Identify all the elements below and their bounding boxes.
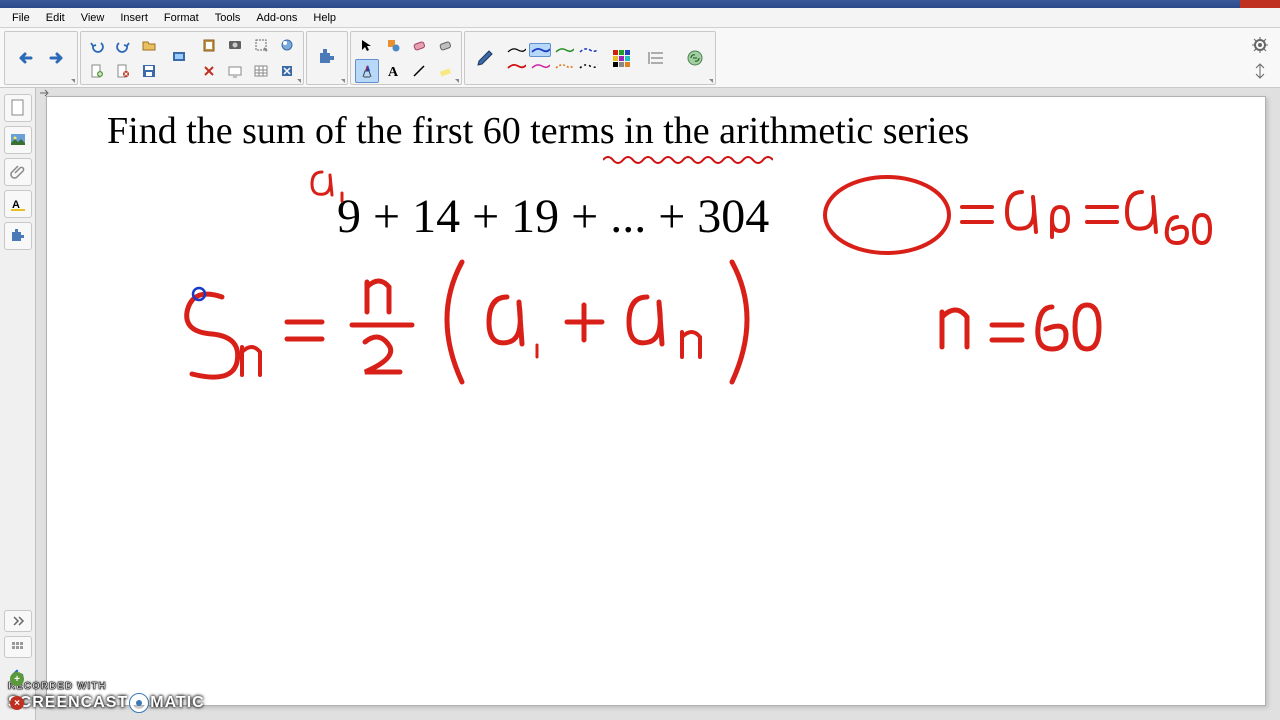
window-close-button[interactable] (1240, 0, 1280, 8)
redo-button[interactable] (111, 33, 135, 57)
text-tool[interactable]: A (381, 59, 405, 83)
open-button[interactable] (137, 33, 161, 57)
whiteboard-page[interactable]: Find the sum of the first 60 terms in th… (46, 96, 1266, 706)
stroke-eraser-tool[interactable] (433, 33, 457, 57)
pen-green[interactable] (553, 43, 575, 57)
problem-title: Find the sum of the first 60 terms in th… (107, 109, 969, 153)
attachment-icon[interactable] (4, 158, 32, 186)
menu-help[interactable]: Help (305, 10, 344, 26)
grid-icon[interactable] (4, 636, 32, 658)
screenshot-button[interactable] (223, 33, 247, 57)
tools-button[interactable] (275, 59, 299, 83)
svg-text:A: A (388, 65, 399, 79)
menu-view[interactable]: View (73, 10, 113, 26)
menu-edit[interactable]: Edit (38, 10, 73, 26)
workspace: A Find the sum of the first 60 terms in … (0, 88, 1280, 720)
edit-group (80, 31, 304, 85)
text-format-icon[interactable]: A (4, 190, 32, 218)
pen-magenta[interactable] (529, 59, 551, 73)
slide-button[interactable] (223, 59, 247, 83)
highlighter-tool[interactable] (433, 59, 457, 83)
menu-tools[interactable]: Tools (207, 10, 249, 26)
problem-series: 9 + 14 + 19 + ... + 304 (337, 189, 769, 244)
canvas-area: Find the sum of the first 60 terms in th… (36, 88, 1280, 720)
screencast-logo-icon (130, 694, 148, 712)
plugin-group (306, 31, 348, 85)
forward-button[interactable] (41, 42, 73, 74)
table-button[interactable] (249, 59, 273, 83)
record-add-icon[interactable]: + (10, 672, 24, 686)
watermark-top: RECORDED WITH (8, 681, 205, 692)
pen-red[interactable] (505, 59, 527, 73)
line-tool[interactable] (407, 59, 431, 83)
expand-button[interactable] (1248, 59, 1272, 83)
plugin-button[interactable] (311, 42, 343, 74)
eraser-tool[interactable] (407, 33, 431, 57)
select-tool[interactable] (355, 33, 379, 57)
research-button[interactable] (275, 33, 299, 57)
tools-group: A (350, 31, 462, 85)
pen-orange-dash[interactable] (553, 59, 575, 73)
pen-black-dash[interactable] (577, 59, 599, 73)
delete-page-button[interactable] (111, 59, 135, 83)
paste-button[interactable] (197, 33, 221, 57)
cut-button[interactable] (197, 59, 221, 83)
nav-group (4, 31, 78, 85)
new-page-button[interactable] (85, 59, 109, 83)
record-close-icon[interactable]: × (10, 696, 24, 710)
menu-file[interactable]: File (4, 10, 38, 26)
pens-group (464, 31, 716, 85)
menu-addons[interactable]: Add-ons (248, 10, 305, 26)
titlebar (0, 0, 1280, 8)
menu-insert[interactable]: Insert (112, 10, 156, 26)
capture-button[interactable] (249, 33, 273, 57)
pen-blue[interactable] (529, 43, 551, 57)
puzzle-icon[interactable] (4, 222, 32, 250)
blank-page-icon[interactable] (4, 94, 32, 122)
fullscreen-button[interactable] (167, 45, 191, 69)
image-icon[interactable] (4, 126, 32, 154)
spellcheck-underline-icon (603, 153, 773, 167)
back-button[interactable] (9, 42, 41, 74)
pen-style-button[interactable] (469, 42, 501, 74)
side-toolbar: A (0, 88, 36, 720)
line-spacing-button[interactable] (641, 42, 673, 74)
color-grid-button[interactable] (605, 42, 637, 74)
pen-black-thin[interactable] (505, 43, 527, 57)
expand-sidebar-icon[interactable] (4, 610, 32, 632)
link-button[interactable] (679, 42, 711, 74)
watermark-brand: SCREENCAST MATIC (8, 694, 205, 712)
menu-format[interactable]: Format (156, 10, 207, 26)
watermark: + × RECORDED WITH SCREENCAST MATIC (8, 681, 205, 712)
menubar: File Edit View Insert Format Tools Add-o… (0, 8, 1280, 28)
shape-tool[interactable] (381, 33, 405, 57)
toolbar: A (0, 28, 1280, 88)
gear-button[interactable] (1248, 33, 1272, 57)
pen-tool[interactable] (355, 59, 379, 83)
undo-button[interactable] (85, 33, 109, 57)
pen-blue-dash[interactable] (577, 43, 599, 57)
save-button[interactable] (137, 59, 161, 83)
